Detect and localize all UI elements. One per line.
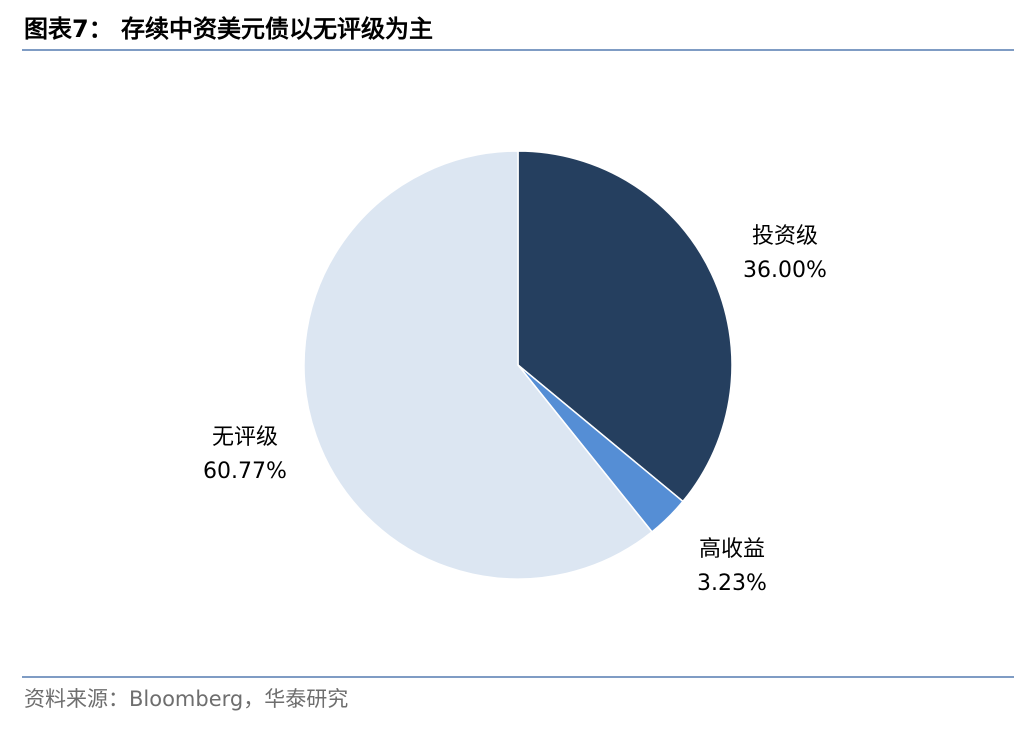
source-note: 资料来源：Bloomberg，华泰研究 <box>24 687 348 711</box>
slice-label: 无评级 <box>212 425 278 450</box>
value-label: 3.23% <box>697 571 767 596</box>
slice-label: 投资级 <box>752 224 818 249</box>
slice-label: 高收益 <box>699 537 765 562</box>
value-label: 36.00% <box>743 258 827 283</box>
value-label: 60.77% <box>203 459 287 484</box>
pie-slice <box>517 150 733 503</box>
chart-title: 图表7： 存续中资美元债以无评级为主 <box>24 15 433 43</box>
pie-slice <box>303 150 654 580</box>
